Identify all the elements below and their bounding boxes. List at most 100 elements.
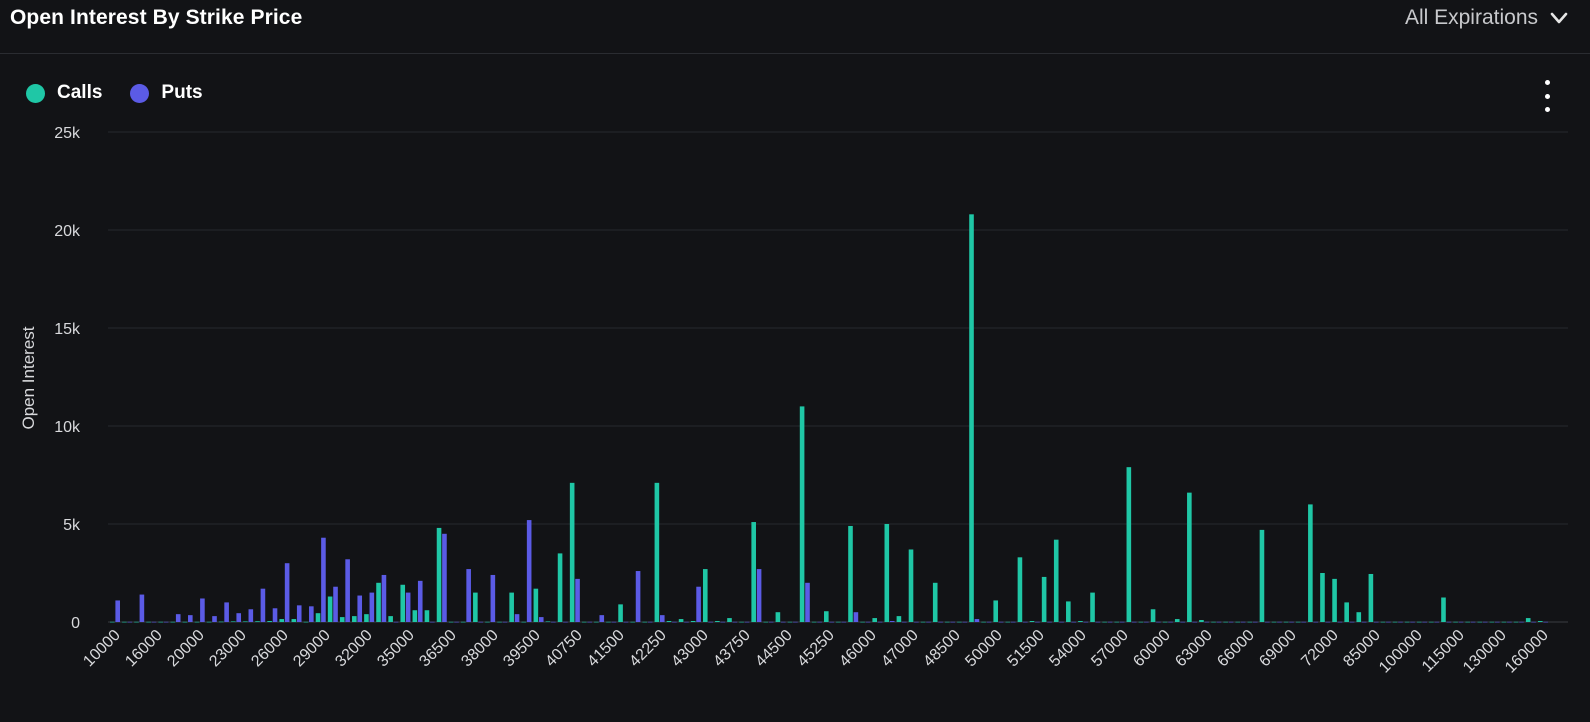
calls-bar[interactable]: [569, 482, 575, 622]
calls-bar[interactable]: [1223, 621, 1228, 623]
puts-bar[interactable]: [1458, 621, 1464, 623]
calls-bar[interactable]: [122, 621, 127, 623]
calls-bar[interactable]: [255, 621, 260, 622]
calls-bar[interactable]: [158, 621, 164, 623]
calls-bar[interactable]: [1416, 621, 1422, 623]
puts-bar[interactable]: [1023, 621, 1028, 623]
puts-bar[interactable]: [1107, 621, 1113, 623]
puts-bar[interactable]: [296, 605, 302, 622]
puts-bar[interactable]: [1531, 621, 1536, 623]
calls-bar[interactable]: [763, 621, 769, 623]
puts-bar[interactable]: [248, 609, 254, 622]
calls-bar[interactable]: [811, 621, 817, 623]
legend-item-calls[interactable]: Calls: [26, 82, 102, 104]
calls-bar[interactable]: [1308, 504, 1313, 622]
puts-bar[interactable]: [127, 621, 133, 623]
calls-bar[interactable]: [134, 621, 139, 623]
puts-bar[interactable]: [1119, 621, 1125, 623]
calls-bar[interactable]: [1356, 612, 1362, 622]
puts-bar[interactable]: [466, 569, 471, 622]
calls-bar[interactable]: [206, 621, 212, 623]
puts-bar[interactable]: [284, 563, 290, 622]
puts-bar[interactable]: [430, 621, 435, 623]
calls-bar[interactable]: [146, 621, 151, 623]
calls-bar[interactable]: [666, 621, 672, 622]
puts-bar[interactable]: [393, 621, 399, 623]
calls-bar[interactable]: [678, 619, 684, 622]
calls-bar[interactable]: [1029, 621, 1035, 622]
puts-bar[interactable]: [647, 621, 653, 623]
puts-bar[interactable]: [1265, 621, 1270, 623]
calls-bar[interactable]: [182, 621, 188, 623]
calls-bar[interactable]: [1404, 621, 1410, 623]
calls-bar[interactable]: [1259, 529, 1265, 622]
calls-bar[interactable]: [1513, 621, 1519, 623]
calls-bar[interactable]: [1235, 621, 1241, 623]
puts-bar[interactable]: [1349, 621, 1355, 623]
calls-bar[interactable]: [1126, 467, 1132, 622]
calls-bar[interactable]: [1066, 601, 1071, 622]
calls-bar[interactable]: [303, 621, 309, 623]
calls-bar[interactable]: [279, 619, 285, 622]
puts-bar[interactable]: [1313, 621, 1319, 623]
puts-bar[interactable]: [1204, 621, 1210, 623]
puts-bar[interactable]: [224, 602, 229, 622]
puts-bar[interactable]: [357, 595, 363, 622]
puts-bar[interactable]: [1337, 621, 1343, 623]
puts-bar[interactable]: [1519, 621, 1524, 623]
puts-bar[interactable]: [1434, 621, 1440, 623]
puts-bar[interactable]: [684, 621, 689, 623]
puts-bar[interactable]: [587, 621, 592, 623]
puts-bar[interactable]: [478, 621, 484, 623]
puts-bar[interactable]: [151, 621, 157, 623]
calls-bar[interactable]: [1368, 573, 1374, 622]
puts-bar[interactable]: [236, 613, 242, 622]
puts-bar[interactable]: [756, 569, 762, 622]
calls-bar[interactable]: [727, 618, 732, 622]
puts-bar[interactable]: [938, 621, 943, 623]
calls-bar[interactable]: [581, 621, 587, 623]
puts-bar[interactable]: [599, 615, 605, 622]
puts-bar[interactable]: [139, 594, 145, 622]
puts-bar[interactable]: [381, 574, 387, 622]
puts-bar[interactable]: [1083, 621, 1089, 623]
puts-bar[interactable]: [321, 537, 326, 622]
calls-bar[interactable]: [1005, 621, 1011, 623]
calls-bar[interactable]: [1320, 573, 1325, 622]
calls-bar[interactable]: [1453, 621, 1458, 623]
puts-bar[interactable]: [1180, 621, 1185, 623]
calls-bar[interactable]: [521, 621, 527, 623]
calls-bar[interactable]: [1211, 621, 1216, 623]
puts-bar[interactable]: [720, 621, 726, 623]
calls-bar[interactable]: [1138, 621, 1144, 623]
calls-bar[interactable]: [557, 553, 563, 622]
calls-bar[interactable]: [1162, 621, 1168, 623]
calls-bar[interactable]: [908, 549, 914, 622]
calls-bar[interactable]: [376, 582, 381, 622]
puts-bar[interactable]: [163, 621, 169, 623]
calls-bar[interactable]: [1441, 597, 1446, 623]
calls-bar[interactable]: [751, 522, 756, 622]
puts-bar[interactable]: [1216, 621, 1222, 623]
puts-bar[interactable]: [914, 621, 919, 623]
puts-bar[interactable]: [1446, 621, 1452, 623]
calls-bar[interactable]: [533, 588, 539, 622]
puts-bar[interactable]: [623, 621, 629, 623]
puts-bar[interactable]: [333, 586, 338, 622]
puts-bar[interactable]: [889, 621, 895, 622]
calls-bar[interactable]: [388, 616, 393, 622]
puts-bar[interactable]: [1410, 621, 1415, 623]
puts-bar[interactable]: [1289, 621, 1294, 623]
puts-bar[interactable]: [405, 592, 411, 622]
calls-bar[interactable]: [1501, 621, 1507, 623]
puts-bar[interactable]: [805, 582, 810, 622]
calls-bar[interactable]: [799, 406, 805, 622]
calls-bar[interactable]: [1150, 609, 1156, 622]
puts-bar[interactable]: [1361, 621, 1367, 623]
calls-bar[interactable]: [1199, 620, 1204, 622]
puts-bar[interactable]: [575, 578, 580, 622]
calls-bar[interactable]: [1078, 621, 1083, 622]
calls-bar[interactable]: [945, 621, 950, 623]
calls-bar[interactable]: [739, 621, 744, 623]
calls-bar[interactable]: [824, 611, 829, 622]
